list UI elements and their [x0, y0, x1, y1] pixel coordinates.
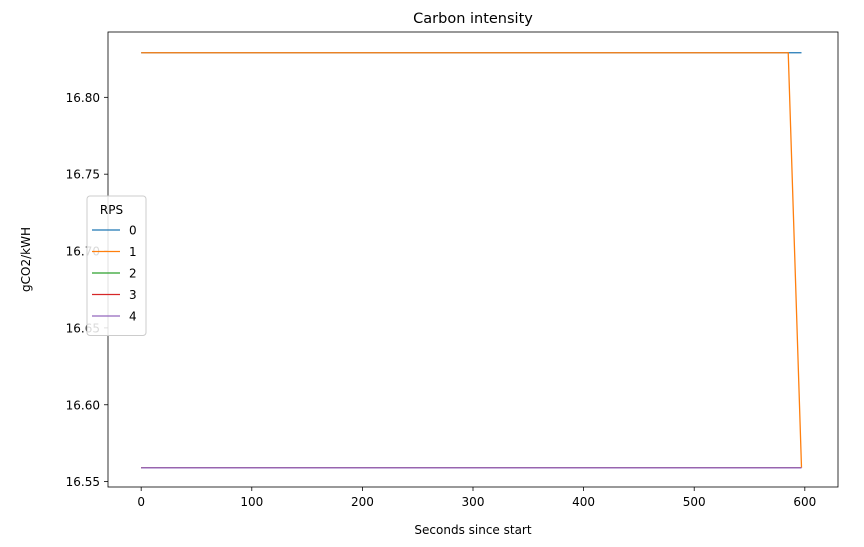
- x-tick-label: 500: [683, 495, 706, 509]
- x-axis-label: Seconds since start: [414, 523, 531, 537]
- series-layer: [141, 52, 803, 469]
- legend: RPS 0 1 2 3 4: [86, 195, 147, 336]
- chart-title: Carbon intensity: [413, 11, 533, 27]
- x-tick-label: 200: [351, 495, 374, 509]
- series-line-1: [141, 52, 803, 468]
- x-tick-label: 0: [137, 495, 145, 509]
- axes-layer: 0 100 200 300 400 500 60016.5516.6016.6516.701…: [66, 91, 817, 509]
- legend-label-4: 4: [129, 310, 137, 324]
- legend-label-0: 0: [129, 224, 137, 238]
- legend-label-1: 1: [129, 245, 137, 259]
- y-tick-label: 16.60: [66, 398, 100, 412]
- legend-box: [86, 195, 147, 336]
- legend-title: RPS: [100, 203, 123, 217]
- x-tick-label: 600: [793, 495, 816, 509]
- y-tick-label: 16.55: [66, 475, 100, 489]
- legend-label-2: 2: [129, 267, 137, 281]
- x-tick-label: 300: [462, 495, 485, 509]
- legend-label-3: 3: [129, 288, 137, 302]
- y-tick-label: 16.80: [66, 91, 100, 105]
- y-tick-label: 16.75: [66, 168, 100, 182]
- x-tick-label: 400: [572, 495, 595, 509]
- y-axis-label: gCO2/kWH: [19, 227, 33, 292]
- legend-entries: 0 1 2 3 4: [92, 224, 137, 324]
- x-tick-label: 100: [240, 495, 263, 509]
